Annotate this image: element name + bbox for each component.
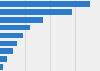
Bar bbox=[0, 1, 90, 7]
Bar bbox=[0, 9, 72, 15]
Bar bbox=[0, 17, 43, 23]
Bar bbox=[0, 33, 23, 38]
Bar bbox=[0, 56, 7, 62]
Bar bbox=[0, 41, 17, 46]
Bar bbox=[0, 25, 30, 30]
Bar bbox=[0, 64, 3, 70]
Bar bbox=[0, 48, 13, 54]
